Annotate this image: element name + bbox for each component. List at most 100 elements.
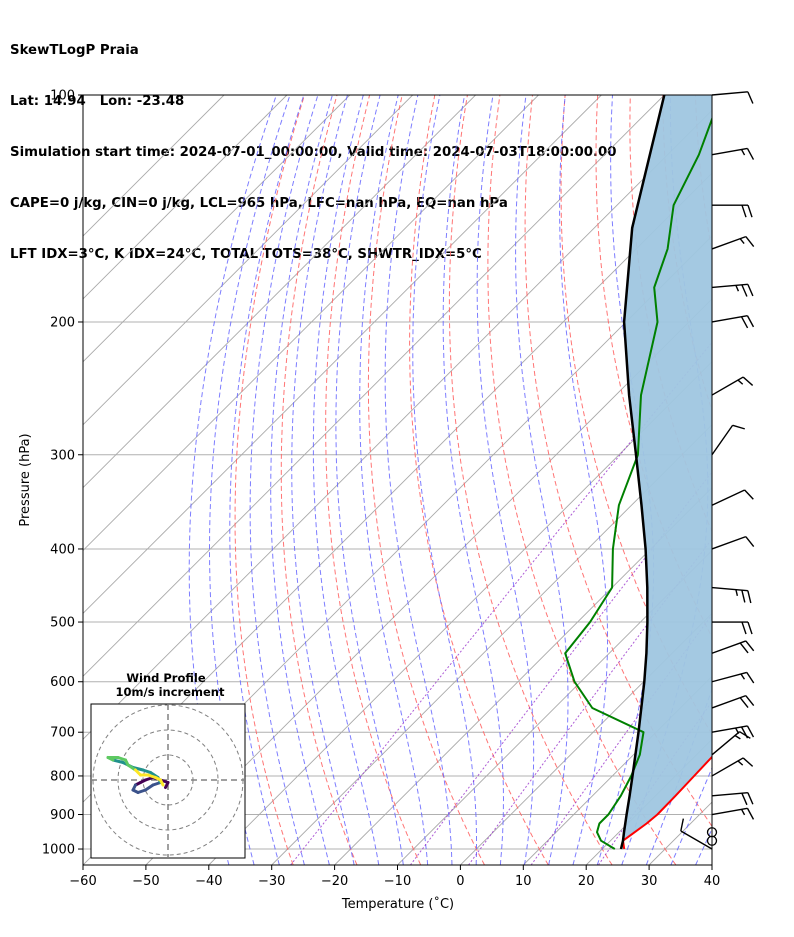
isotherm-line	[83, 95, 288, 300]
chart-title-block: SkewTLogP Praia Lat: 14.94 Lon: -23.48 S…	[10, 8, 617, 280]
dry-adiabat-line	[448, 95, 613, 865]
dry-adiabat-line	[325, 95, 422, 865]
barb-half-flag	[739, 238, 745, 245]
isotherm-line	[208, 361, 712, 865]
x-tick-label: 0	[456, 874, 464, 889]
wind-barb	[711, 791, 754, 806]
barb-staff	[711, 315, 748, 323]
barb-staff	[711, 535, 747, 550]
x-tick-label: 20	[578, 874, 595, 889]
title-station: SkewTLogP Praia	[10, 43, 139, 58]
wind-barb	[711, 147, 755, 160]
barb-flag	[740, 726, 749, 739]
barb-flag	[740, 316, 749, 329]
calm-wind-circle	[706, 827, 718, 838]
wind-barb	[711, 640, 755, 654]
hodograph-plot	[91, 704, 245, 858]
isotherm-line	[83, 95, 225, 237]
barb-staff	[680, 830, 713, 850]
dry-adiabat-line	[487, 95, 677, 865]
dry-adiabat-line	[367, 95, 485, 865]
isotherm-line	[83, 95, 665, 677]
barb-half-flag	[734, 734, 741, 740]
dry-adiabat-line	[524, 95, 712, 828]
x-tick-label: 30	[641, 874, 658, 889]
isotherm-line	[83, 109, 712, 740]
barb-staff	[711, 807, 748, 816]
hodograph-trace-segment	[111, 758, 125, 764]
moist-adiabat-line	[384, 95, 453, 865]
barb-flag	[746, 807, 755, 820]
moist-adiabat-line	[188, 95, 277, 865]
barb-flag	[745, 640, 755, 652]
barb-flag	[680, 818, 685, 832]
barb-half-flag	[740, 673, 746, 680]
x-tick-label: −40	[195, 874, 222, 889]
title-cape-indices: CAPE=0 j/kg, CIN=0 j/kg, LCL=965 hPa, LF…	[10, 196, 508, 211]
hodograph-subtitle: 10m/s increment	[116, 685, 225, 699]
parcel-line	[619, 95, 666, 850]
barb-half-flag	[737, 379, 744, 385]
barb-half-flag	[737, 760, 744, 766]
barb-flag	[739, 697, 749, 709]
dewpoint-line	[564, 116, 712, 850]
barb-flag	[739, 642, 749, 654]
isotherm-line	[711, 864, 712, 865]
moist-adiabat-line	[270, 95, 333, 865]
isotherm-line	[775, 95, 794, 865]
chart-axes: −60 −50 −40 −30 −20 −10 0 10 20 30 40 1000 900 800 700…	[42, 89, 720, 890]
barb-flag	[741, 621, 747, 635]
barb-flag	[747, 284, 754, 297]
x-tick-label: −10	[384, 874, 411, 889]
wind-barb	[711, 91, 754, 104]
y-tick-label: 500	[50, 616, 75, 631]
title-times: Simulation start time: 2024-07-01_00:00:…	[10, 145, 617, 160]
title-location: Lat: 14.94 Lon: -23.48	[10, 94, 185, 109]
isotherm-line	[83, 95, 414, 426]
dry-adiabat-line	[595, 95, 712, 639]
barb-flag	[745, 536, 755, 547]
barb-half-flag	[740, 149, 746, 156]
moist-adiabat-line	[249, 95, 319, 865]
x-tick-label: −30	[258, 874, 285, 889]
barb-flag	[732, 424, 745, 430]
hodograph-trace-segment	[144, 783, 155, 792]
barb-flag	[746, 672, 755, 684]
x-tick-label: 40	[704, 874, 721, 889]
barb-flag	[745, 695, 755, 706]
dry-adiabat-line	[761, 95, 794, 865]
wind-barb	[711, 489, 754, 506]
wind-barb	[706, 827, 718, 838]
barb-flag	[741, 204, 747, 218]
wind-barb	[711, 694, 755, 709]
barb-flag	[742, 376, 754, 386]
moist-adiabat-line	[442, 95, 504, 865]
hodograph-trace-segment	[126, 763, 137, 772]
y-tick-label: 1000	[42, 843, 75, 858]
temperature-line	[622, 755, 712, 850]
dry-adiabat-line	[728, 95, 794, 865]
x-axis-label: Temperature (˚C)	[341, 896, 454, 912]
title-stability-indices: LFT IDX=3°C, K IDX=24°C, TOTAL TOTS=38°C…	[10, 247, 482, 262]
wind-barb	[711, 586, 752, 604]
barb-flag	[741, 589, 746, 603]
y-tick-label: 600	[50, 675, 75, 690]
isotherm-line	[83, 95, 539, 552]
barb-flag	[747, 204, 753, 218]
barb-flag	[741, 792, 748, 806]
barb-flag	[746, 148, 755, 160]
barb-staff	[711, 489, 745, 506]
barb-half-flag	[735, 285, 740, 292]
y-tick-label: 800	[50, 769, 75, 784]
barb-staff	[711, 91, 748, 96]
wind-barb	[680, 818, 713, 850]
dry-adiabat-line	[234, 95, 305, 865]
wind-barbs	[680, 91, 755, 850]
x-tick-label: −20	[321, 874, 348, 889]
wind-barb	[711, 725, 755, 739]
barb-half-flag	[735, 727, 740, 734]
barb-half-flag	[740, 808, 746, 816]
mixing-ratio-line	[468, 538, 712, 865]
wind-barb	[711, 376, 754, 396]
isotherm-line	[460, 612, 712, 865]
